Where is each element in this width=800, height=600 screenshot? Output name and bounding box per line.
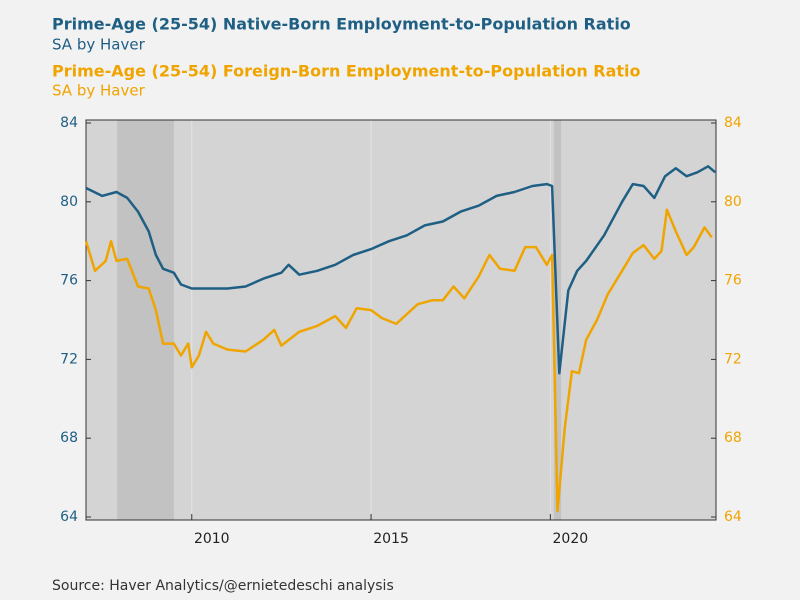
y2-tick-label: 84: [724, 115, 742, 131]
y2-tick-label: 72: [724, 351, 742, 367]
chart-title: SA by Haver: [52, 82, 146, 100]
y-tick-label: 72: [60, 351, 78, 367]
chart-title: SA by Haver: [52, 36, 146, 54]
y2-tick-label: 76: [724, 273, 742, 289]
x-tick-label: 2015: [373, 531, 409, 547]
chart-title: Prime-Age (25-54) Native-Born Employment…: [52, 15, 631, 34]
series-line: [85, 165, 717, 375]
chart-title: Prime-Age (25-54) Foreign-Born Employmen…: [52, 62, 641, 81]
recession-shading: [117, 120, 174, 520]
y-tick-label: 64: [60, 509, 78, 525]
y2-tick-label: 80: [724, 194, 742, 210]
x-tick-label: 2010: [194, 531, 230, 547]
y2-tick-label: 68: [724, 430, 742, 446]
source: Source: Haver Analytics/@ernietedeschi a…: [52, 578, 394, 594]
y-tick-label: 84: [60, 115, 78, 131]
plot-border: [85, 119, 717, 521]
x-tick-label: 2020: [553, 531, 589, 547]
y2-tick-label: 64: [724, 509, 742, 525]
series-line: [84, 208, 713, 513]
y-tick-label: 76: [60, 273, 78, 289]
y-tick-label: 68: [60, 430, 78, 446]
y-tick-label: 80: [60, 194, 78, 210]
